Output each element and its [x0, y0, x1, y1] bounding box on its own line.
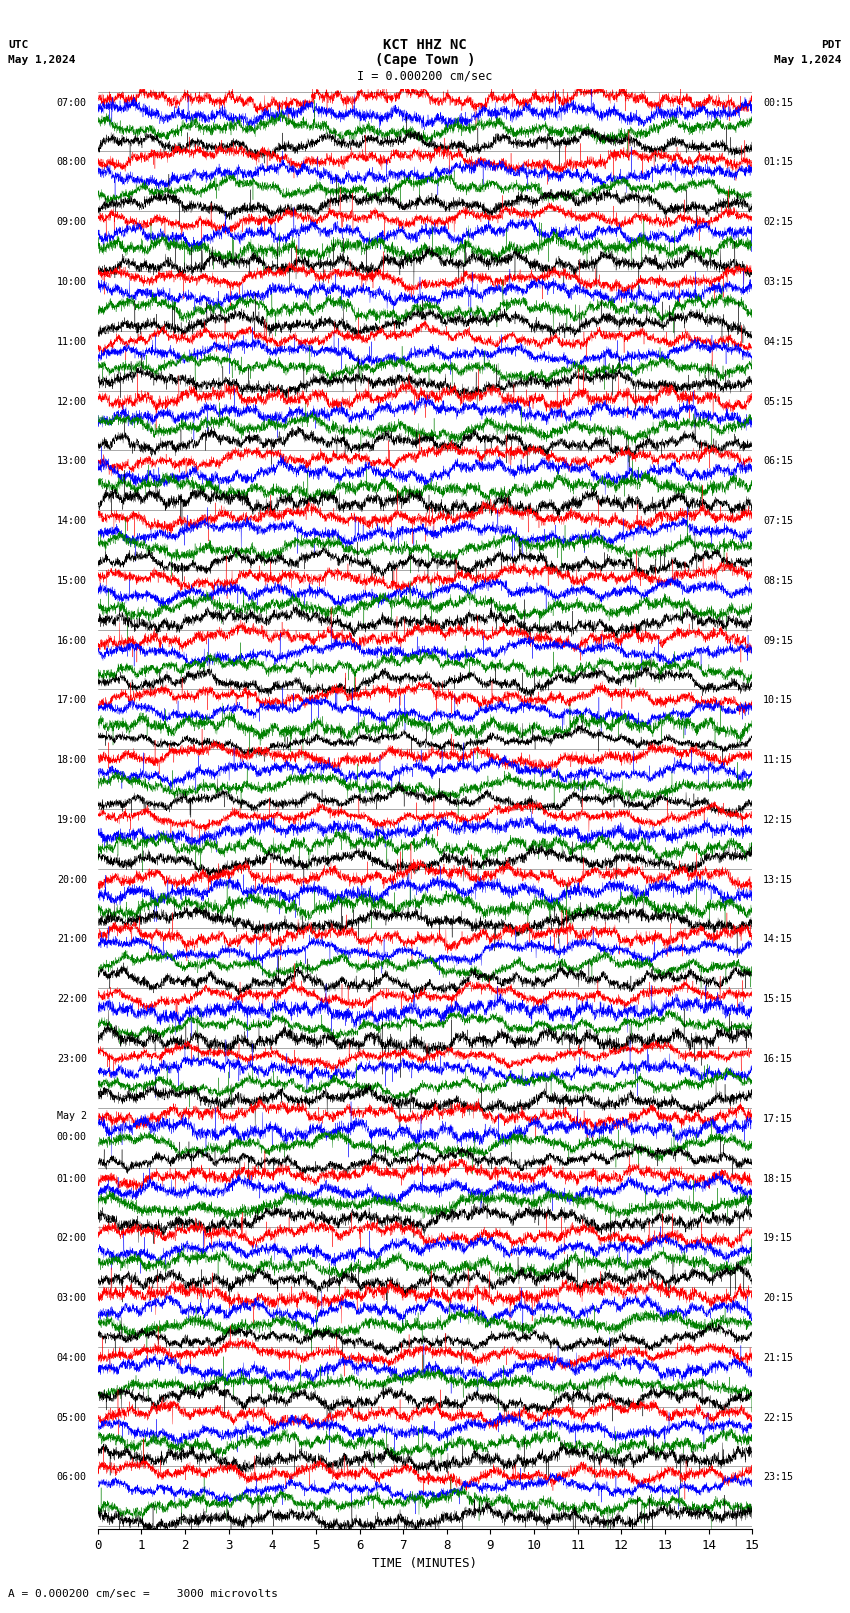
Text: 22:00: 22:00	[57, 994, 87, 1005]
Text: 05:00: 05:00	[57, 1413, 87, 1423]
Text: 09:00: 09:00	[57, 218, 87, 227]
Text: 01:00: 01:00	[57, 1174, 87, 1184]
Text: 12:15: 12:15	[763, 815, 793, 824]
Text: A = 0.000200 cm/sec =    3000 microvolts: A = 0.000200 cm/sec = 3000 microvolts	[8, 1589, 279, 1598]
Text: PDT: PDT	[821, 40, 842, 50]
Text: May 1,2024: May 1,2024	[774, 55, 842, 65]
Text: 13:00: 13:00	[57, 456, 87, 466]
Text: 02:15: 02:15	[763, 218, 793, 227]
Text: 08:15: 08:15	[763, 576, 793, 586]
Text: I = 0.000200 cm/sec: I = 0.000200 cm/sec	[357, 69, 493, 82]
Text: 19:00: 19:00	[57, 815, 87, 824]
Text: KCT HHZ NC: KCT HHZ NC	[383, 39, 467, 52]
Text: UTC: UTC	[8, 40, 29, 50]
Text: 18:00: 18:00	[57, 755, 87, 765]
Text: 23:00: 23:00	[57, 1053, 87, 1065]
Text: 14:00: 14:00	[57, 516, 87, 526]
Text: 13:15: 13:15	[763, 874, 793, 884]
Text: 08:00: 08:00	[57, 158, 87, 168]
Text: 07:15: 07:15	[763, 516, 793, 526]
Text: 20:00: 20:00	[57, 874, 87, 884]
Text: 19:15: 19:15	[763, 1234, 793, 1244]
Text: 04:15: 04:15	[763, 337, 793, 347]
Text: 21:15: 21:15	[763, 1353, 793, 1363]
Text: 12:00: 12:00	[57, 397, 87, 406]
Text: 00:15: 00:15	[763, 98, 793, 108]
Text: 18:15: 18:15	[763, 1174, 793, 1184]
Text: 06:15: 06:15	[763, 456, 793, 466]
Text: 23:15: 23:15	[763, 1473, 793, 1482]
Text: 02:00: 02:00	[57, 1234, 87, 1244]
Text: 16:00: 16:00	[57, 636, 87, 645]
Text: 11:00: 11:00	[57, 337, 87, 347]
Text: 16:15: 16:15	[763, 1053, 793, 1065]
Text: 09:15: 09:15	[763, 636, 793, 645]
Text: 03:15: 03:15	[763, 277, 793, 287]
Text: 10:15: 10:15	[763, 695, 793, 705]
Text: 15:00: 15:00	[57, 576, 87, 586]
Text: (Cape Town ): (Cape Town )	[375, 53, 475, 66]
Text: May 1,2024: May 1,2024	[8, 55, 76, 65]
Text: 10:00: 10:00	[57, 277, 87, 287]
Text: 05:15: 05:15	[763, 397, 793, 406]
Text: 07:00: 07:00	[57, 98, 87, 108]
Text: 22:15: 22:15	[763, 1413, 793, 1423]
Text: 06:00: 06:00	[57, 1473, 87, 1482]
Text: May 2: May 2	[57, 1111, 87, 1121]
Text: 04:00: 04:00	[57, 1353, 87, 1363]
Text: 11:15: 11:15	[763, 755, 793, 765]
Text: 17:00: 17:00	[57, 695, 87, 705]
X-axis label: TIME (MINUTES): TIME (MINUTES)	[372, 1558, 478, 1571]
Text: 20:15: 20:15	[763, 1294, 793, 1303]
Text: 03:00: 03:00	[57, 1294, 87, 1303]
Text: 00:00: 00:00	[57, 1132, 87, 1142]
Text: 01:15: 01:15	[763, 158, 793, 168]
Text: 14:15: 14:15	[763, 934, 793, 945]
Text: 15:15: 15:15	[763, 994, 793, 1005]
Text: 17:15: 17:15	[763, 1113, 793, 1124]
Text: 21:00: 21:00	[57, 934, 87, 945]
